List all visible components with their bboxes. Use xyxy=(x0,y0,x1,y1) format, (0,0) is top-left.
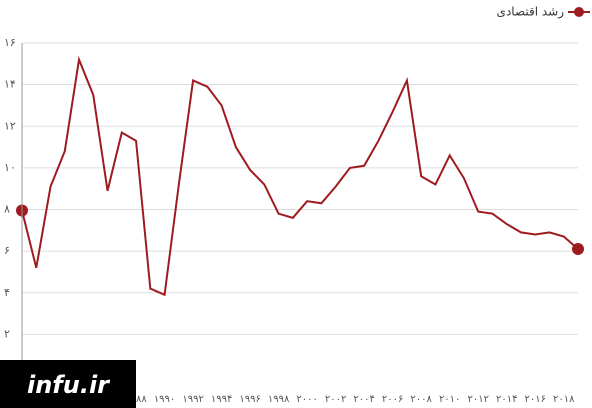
x-tick-label: ۱۹۹۸ xyxy=(268,394,290,405)
end-point xyxy=(572,243,584,256)
series-line xyxy=(21,55,579,297)
x-tick-label: ۱۹۹۴ xyxy=(211,394,232,405)
x-tick-label: ۲۰۱۰ xyxy=(439,394,460,405)
x-tick-label: ۲۰۱۴ xyxy=(496,394,517,405)
y-tick-label: ۴ xyxy=(4,286,10,299)
x-tick-label: ۲۰۱۶ xyxy=(524,394,545,405)
y-tick-label: ۶ xyxy=(4,244,10,257)
x-tick-label: ۲۰۱۲ xyxy=(467,394,488,405)
x-tick-label: ۲۰۰۲ xyxy=(325,394,346,405)
legend-label: رشد اقتصادی xyxy=(497,5,565,20)
legend: رشد اقتصادی xyxy=(497,5,590,20)
overlay: infu.ir xyxy=(0,360,136,408)
plot: ۲ ۴ ۶ ۸ ۱۰ ۱۲ ۱۴ ۱۶ ۱۹۸۸ ۱۹۹۰ ۱۹۹۲ ۱۹۹۴ ۱۹۹۶ ۱۹۹۸ ۲۰۰۰… xyxy=(4,5,590,405)
x-tick-label: ۲۰۰۸ xyxy=(410,394,432,405)
y-tick-label: ۸ xyxy=(4,203,10,216)
x-tick-label: ۱۹۹۶ xyxy=(239,394,260,405)
x-tick-label: ۲۰۰۰ xyxy=(296,394,317,405)
x-tick-label: ۲۰۱۸ xyxy=(553,394,575,405)
y-tick-label: ۲ xyxy=(4,327,10,340)
watermark: infu.ir xyxy=(27,371,111,399)
legend-marker xyxy=(574,7,584,17)
watermark-box xyxy=(0,360,136,408)
y-tick-label: ۱۰ xyxy=(4,161,16,174)
x-tick-label: ۱۹۹۲ xyxy=(182,394,203,405)
x-tick-label: ۲۰۰۴ xyxy=(353,394,374,405)
y-tick-label: ۱۲ xyxy=(4,119,16,132)
x-tick-label: ۲۰۰۶ xyxy=(382,394,403,405)
y-tick-label: ۱۶ xyxy=(4,36,16,49)
x-tick-label: ۱۹۸۸ xyxy=(125,394,147,405)
y-tick-label: ۱۴ xyxy=(4,78,16,91)
x-tick-label: ۱۹۹۰ xyxy=(154,394,175,405)
